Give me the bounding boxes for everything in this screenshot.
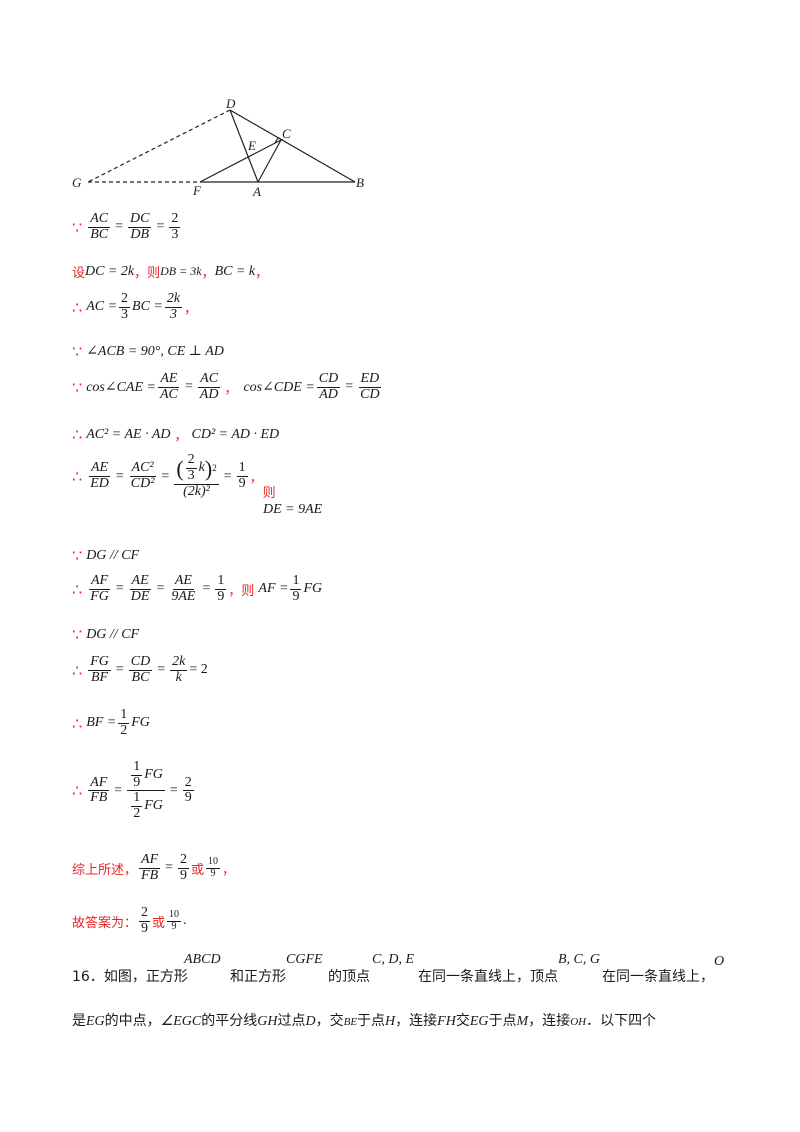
solution-line-4: ∵ ∠ACB = 90°, CE ⊥ AD [72, 342, 224, 361]
label-d: D [225, 96, 236, 111]
label-b: B [356, 175, 364, 190]
geometry-figure: D C E G F A B [72, 96, 364, 199]
line-db [229, 109, 356, 183]
fraction: AF FB [139, 852, 161, 883]
solution-line-10: ∵ DG // CF [72, 625, 140, 644]
problem-16-line-2: 是 EG 的中点， ∠EGC 的平分线 GH 过点 D ，交 BE 于点 H ，… [72, 1013, 657, 1029]
line-ac [257, 139, 282, 183]
fraction: AC² CD² [129, 460, 156, 491]
fraction: CD AD [316, 371, 341, 402]
fraction: CD BC [128, 654, 153, 685]
fraction: AE 9AE [171, 573, 196, 604]
fraction: ED CD [358, 371, 382, 402]
solution-line-2: 设 DC = 2k ，则 DB = 3k ， BC = k ， [72, 263, 269, 282]
fraction: AC BC [88, 211, 111, 242]
fraction: 10 9 [167, 909, 182, 932]
solution-line-5: ∵ cos∠CAE = AE AC = AC AD ， cos∠CDE = CD AD… [72, 371, 382, 402]
label-a: A [252, 184, 261, 199]
fraction: FG BF [88, 654, 111, 685]
therefore-symbol: ∴ [72, 297, 83, 317]
label-f: F [192, 183, 202, 198]
fraction: AE AC [158, 371, 180, 402]
fraction: AE DE [129, 573, 151, 604]
fraction: 2k k [170, 654, 188, 685]
solution-line-6: ∴ AC² = AE · AD ， CD² = AD · ED [72, 425, 280, 444]
line-fc [199, 139, 282, 183]
fraction: DC DB [127, 211, 152, 242]
label-c: C [282, 126, 291, 141]
fraction: AF FB [88, 774, 110, 806]
fraction: AF FG [88, 573, 111, 604]
dashed-line-dg [87, 109, 231, 183]
fraction: AC AD [198, 371, 221, 402]
label-g: G [72, 175, 82, 190]
right-angle-mark [274, 137, 284, 144]
label-e: E [247, 138, 256, 153]
solution-line-8: ∵ DG // CF [72, 546, 140, 565]
line-da [229, 109, 259, 183]
fraction: 2k 3 [164, 291, 183, 322]
fraction: 10 9 [206, 856, 221, 879]
solution-line-11: ∴ FG BF = CD BC = 2k k = 2 [72, 654, 208, 685]
problem-16-line-1: 16．如图，正方形 ABCD 和正方形 CGFE 的顶点 C, D, E 在同一… [72, 952, 725, 985]
fraction: AE ED [88, 460, 111, 491]
because-symbol: ∵ [72, 217, 83, 237]
result-de: DE = 9AE [263, 502, 323, 517]
